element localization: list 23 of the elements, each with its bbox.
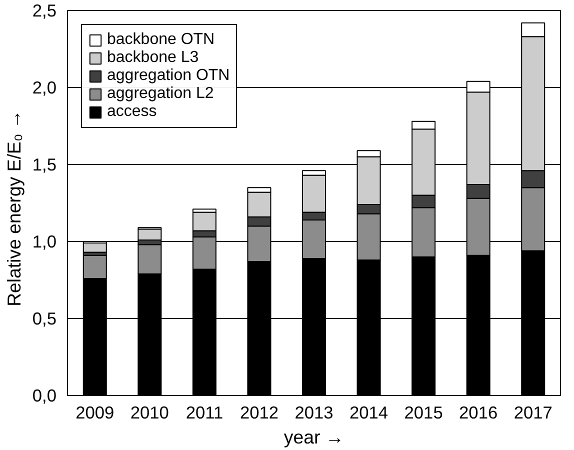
x-tick-label: 2016 bbox=[459, 402, 498, 422]
x-tick-label: 2011 bbox=[186, 402, 224, 422]
y-tick-label: 2,5 bbox=[32, 0, 57, 20]
x-tick-label: 2015 bbox=[404, 402, 443, 422]
legend-label: backbone OTN bbox=[107, 31, 215, 49]
y-tick-label: 0,5 bbox=[32, 308, 57, 328]
y-tick-label: 0,0 bbox=[32, 386, 57, 406]
y-tick-label: 1,0 bbox=[32, 232, 57, 252]
x-tick-label: 2017 bbox=[514, 402, 552, 422]
x-tick-label: 2014 bbox=[350, 402, 388, 422]
x-tick-label: 2009 bbox=[76, 402, 114, 422]
bar bbox=[82, 242, 107, 253]
legend-label: backbone L3 bbox=[107, 49, 199, 67]
x-tick-label: 2013 bbox=[294, 402, 334, 422]
x-tick-label: 2012 bbox=[240, 402, 279, 422]
y-tick-label: 2,0 bbox=[32, 78, 57, 98]
y-axis-title: Relative energy E/E₀ → bbox=[3, 110, 24, 306]
legend-label: aggregation L2 bbox=[107, 85, 214, 103]
legend-label: access bbox=[107, 103, 157, 121]
legend-label: aggregation OTN bbox=[107, 67, 230, 85]
x-axis-title: year → bbox=[284, 426, 344, 448]
x-tick-label: 2010 bbox=[130, 402, 169, 422]
y-tick-label: 1,5 bbox=[32, 154, 57, 174]
